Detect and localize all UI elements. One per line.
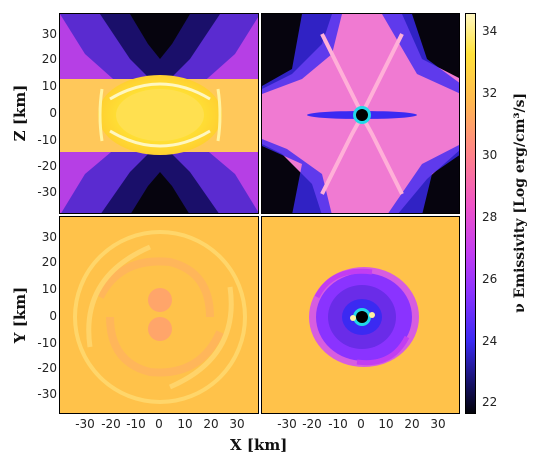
colorbar-tick-34: 34 bbox=[482, 24, 498, 38]
x-tick-left-neg30: -30 bbox=[75, 417, 95, 431]
x-axis-title: X [km] bbox=[230, 436, 288, 454]
x-tick-right-neg30: -30 bbox=[277, 417, 297, 431]
x-tick-right-30: 30 bbox=[430, 417, 446, 431]
y-tick-bottom-0: 0 bbox=[49, 309, 57, 323]
y-tick-top-neg10: -10 bbox=[37, 133, 57, 147]
x-tick-left-10: 10 bbox=[177, 417, 193, 431]
y-tick-top-0: 0 bbox=[49, 106, 57, 120]
x-tick-left-neg10: -10 bbox=[126, 417, 146, 431]
colorbar-tick-26: 26 bbox=[482, 272, 498, 286]
x-tick-left-20: 20 bbox=[203, 417, 219, 431]
x-tick-right-10: 10 bbox=[378, 417, 394, 431]
panel-bottom-right bbox=[261, 216, 460, 414]
y-tick-bottom-30: 30 bbox=[41, 230, 57, 244]
y-tick-top-30: 30 bbox=[41, 27, 57, 41]
colorbar-tick-24: 24 bbox=[482, 334, 498, 348]
y-tick-bottom-20: 20 bbox=[41, 255, 57, 269]
y-tick-bottom-10: 10 bbox=[41, 282, 57, 296]
x-tick-right-20: 20 bbox=[404, 417, 420, 431]
emissivity-map-xz-right bbox=[262, 14, 459, 213]
emissivity-map-xy-right bbox=[262, 217, 459, 413]
colorbar-title: ν Emissivity [Log erg/cm³/s] bbox=[512, 92, 528, 313]
y-tick-bottom-neg20: -20 bbox=[37, 361, 57, 375]
colorbar-tick-32: 32 bbox=[482, 86, 498, 100]
y-axis-title-top: Z [km] bbox=[11, 84, 29, 142]
y-tick-top-20: 20 bbox=[41, 52, 57, 66]
x-tick-right-neg10: -10 bbox=[328, 417, 348, 431]
colorbar-tick-28: 28 bbox=[482, 210, 498, 224]
x-tick-left-30: 30 bbox=[229, 417, 245, 431]
y-tick-bottom-neg30: -30 bbox=[37, 387, 57, 401]
emissivity-map-xz-left bbox=[60, 14, 258, 213]
colorbar bbox=[465, 13, 476, 414]
x-tick-left-neg20: -20 bbox=[101, 417, 121, 431]
x-tick-right-0: 0 bbox=[357, 417, 365, 431]
colorbar-tick-30: 30 bbox=[482, 148, 498, 162]
x-tick-right-neg20: -20 bbox=[302, 417, 322, 431]
emissivity-map-xy-left bbox=[60, 217, 258, 413]
y-tick-top-10: 10 bbox=[41, 79, 57, 93]
colorbar-tick-22: 22 bbox=[482, 395, 498, 409]
y-axis-title-bottom: Y [km] bbox=[11, 286, 29, 344]
y-tick-top-neg30: -30 bbox=[37, 185, 57, 199]
y-tick-top-neg20: -20 bbox=[37, 159, 57, 173]
panel-top-left bbox=[59, 13, 259, 214]
panel-bottom-left bbox=[59, 216, 259, 414]
panel-top-right bbox=[261, 13, 460, 214]
y-tick-bottom-neg10: -10 bbox=[37, 336, 57, 350]
x-tick-left-0: 0 bbox=[155, 417, 163, 431]
